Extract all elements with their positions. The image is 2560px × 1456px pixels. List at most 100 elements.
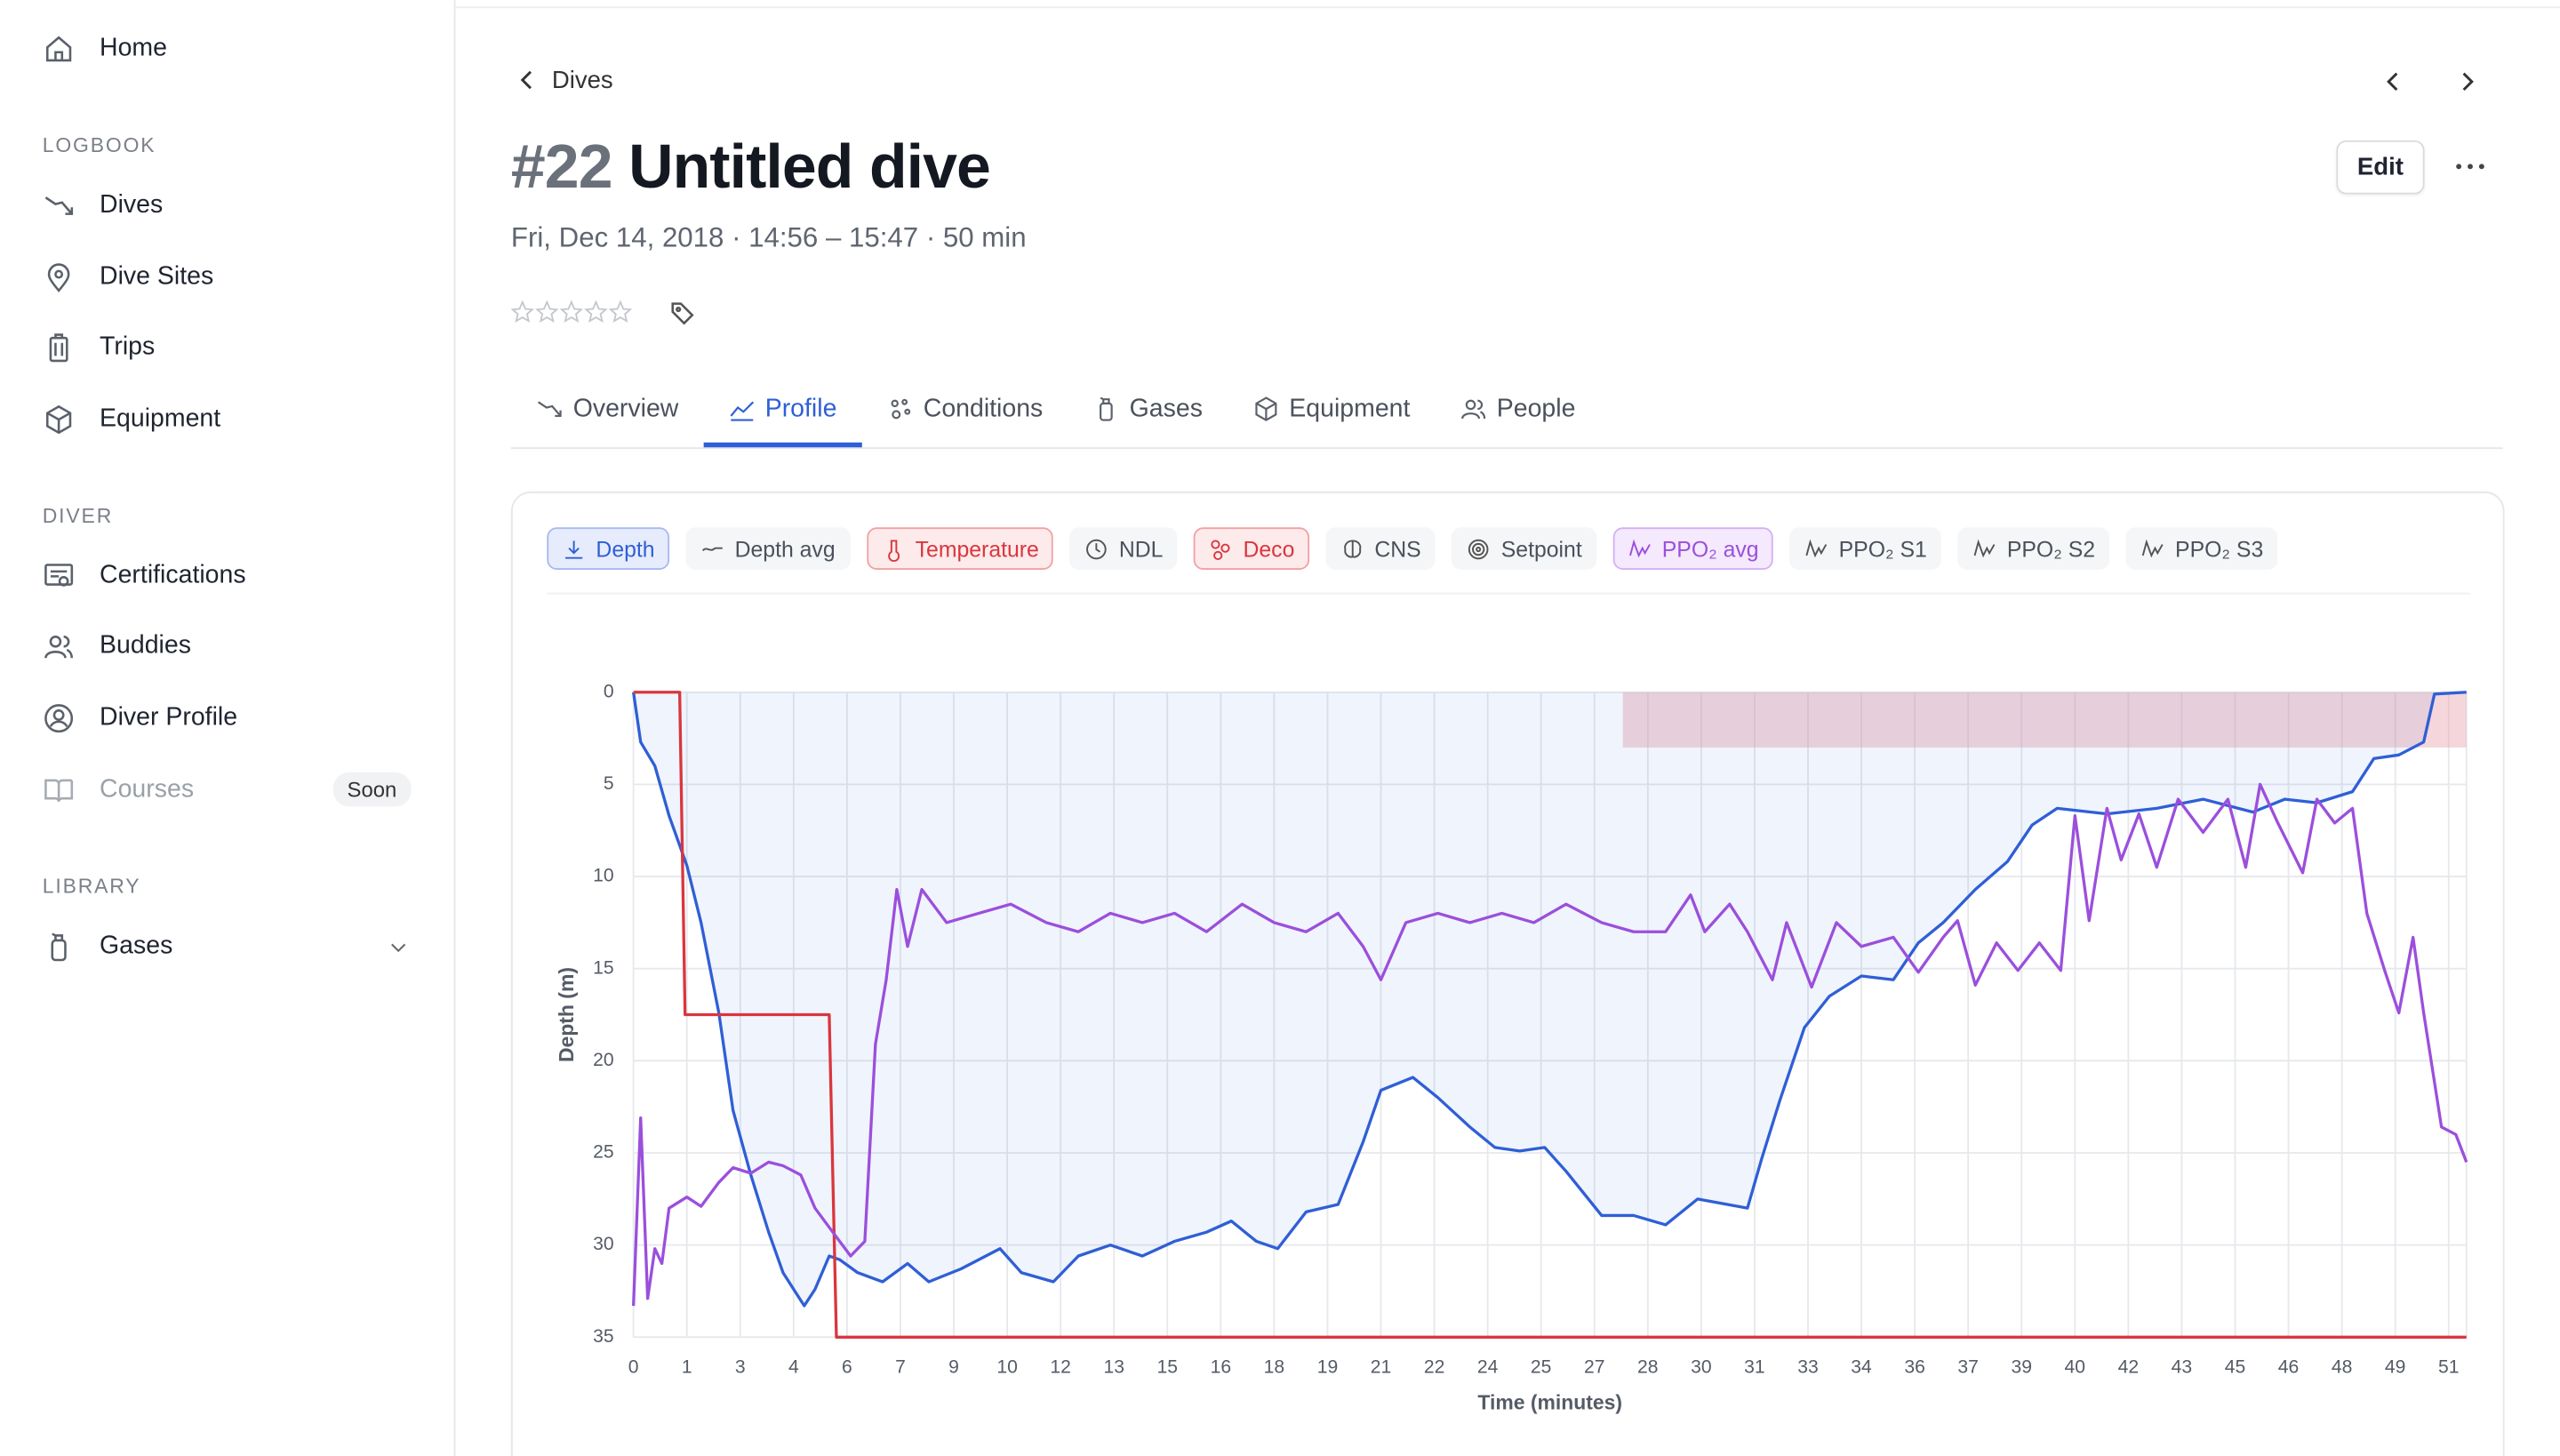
- x-tick-label: 31: [1744, 1357, 1764, 1378]
- icon: [1468, 538, 1490, 559]
- toggle-chip[interactable]: PPO₂ S2: [1957, 527, 2110, 571]
- toggle-chip[interactable]: CNS: [1325, 527, 1436, 571]
- rating[interactable]: [510, 299, 707, 328]
- toggle-chip[interactable]: Temperature: [866, 527, 1054, 571]
- nav-badge: Soon: [332, 772, 412, 807]
- nav-item[interactable]: Dives: [43, 181, 412, 230]
- nav-label: Certifications: [100, 561, 246, 589]
- breadcrumb[interactable]: Dives: [511, 65, 613, 94]
- icon: [702, 546, 723, 551]
- tab-label: Equipment: [1289, 394, 1411, 422]
- nav-item[interactable]: Equipment: [43, 395, 412, 444]
- tab[interactable]: People: [1435, 382, 1600, 436]
- icon: [44, 563, 74, 587]
- more-menu[interactable]: [2452, 154, 2488, 180]
- tab-label: Gases: [1129, 394, 1203, 422]
- y-axis-label: Depth (m): [555, 967, 578, 1062]
- x-tick-label: 43: [2172, 1357, 2192, 1378]
- nav-label: Dive Sites: [100, 261, 214, 291]
- toggle-label: PPO₂ avg: [1661, 536, 1759, 561]
- toggle-chip[interactable]: Setpoint: [1452, 527, 1597, 571]
- series-line: [632, 782, 2468, 1307]
- icon: [47, 262, 70, 292]
- x-tick-label: 48: [2332, 1357, 2352, 1378]
- toggle-label: Deco: [1243, 536, 1295, 561]
- prev-dive[interactable]: [2377, 67, 2406, 96]
- edit-button[interactable]: Edit: [2336, 140, 2425, 195]
- y-tick-label: 30: [593, 1234, 613, 1254]
- x-tick-label: 18: [1264, 1357, 1284, 1378]
- dive-heading: #22 Untitled dive: [510, 133, 991, 204]
- tab-label: Conditions: [923, 394, 1044, 422]
- toggle-chip[interactable]: Deco: [1194, 527, 1309, 571]
- next-dive[interactable]: [2454, 67, 2484, 96]
- toggle-label: NDL: [1118, 536, 1164, 561]
- nav-section-title: LOGBOOK: [42, 133, 156, 157]
- icon: [2142, 538, 2164, 557]
- icon: [44, 636, 74, 660]
- x-tick-label: 46: [2278, 1357, 2299, 1378]
- tab[interactable]: Gases: [1068, 382, 1228, 436]
- nav-item[interactable]: Buddies: [43, 623, 412, 672]
- nav-label: Diver Profile: [100, 703, 238, 732]
- x-tick-label: 12: [1050, 1357, 1070, 1378]
- nav-item[interactable]: Courses Soon: [43, 765, 412, 814]
- toggle-chip[interactable]: PPO₂ S1: [1789, 527, 1942, 571]
- x-tick-label: 37: [1957, 1357, 1978, 1378]
- icon: [44, 196, 74, 215]
- nav-item[interactable]: Gases: [43, 922, 412, 971]
- nav-item[interactable]: Diver Profile: [43, 694, 412, 743]
- icon: [887, 539, 900, 561]
- icon: [729, 401, 754, 421]
- icon: [1212, 539, 1231, 560]
- y-tick-label: 10: [593, 866, 613, 886]
- x-tick-label: 25: [1531, 1357, 1551, 1378]
- y-tick-label: 15: [593, 957, 613, 978]
- depth-area: [633, 692, 2467, 1307]
- x-tick-label: 51: [2438, 1357, 2459, 1378]
- toggle-chip[interactable]: PPO₂ S3: [2125, 527, 2278, 571]
- toggle-chip[interactable]: Depth: [547, 527, 670, 571]
- nav-item[interactable]: Trips: [43, 324, 412, 372]
- nav-item[interactable]: Home: [43, 25, 412, 74]
- tab[interactable]: Overview: [511, 382, 703, 436]
- x-tick-label: 24: [1477, 1357, 1499, 1378]
- nav-item[interactable]: Dive Sites: [43, 252, 412, 301]
- x-tick-label: 1: [682, 1357, 692, 1378]
- tab[interactable]: Equipment: [1228, 382, 1435, 436]
- tab-bar: Overview Profile Conditions Gases Equipment P…: [510, 382, 2503, 450]
- icon: [49, 333, 68, 363]
- x-tick-label: 9: [948, 1357, 959, 1378]
- tab[interactable]: Profile: [702, 382, 861, 447]
- nav-section-title: LIBRARY: [42, 874, 141, 898]
- icon: [391, 942, 406, 952]
- icon: [537, 401, 562, 418]
- tab[interactable]: Conditions: [861, 382, 1068, 436]
- toggle-label: PPO₂ S1: [1838, 536, 1927, 561]
- dive-subtitle: Fri, Dec 14, 2018 · 14:56 – 15:47 · 50 m…: [510, 221, 1027, 253]
- toggle-chip[interactable]: Depth avg: [685, 527, 851, 571]
- x-tick-label: 45: [2225, 1357, 2245, 1378]
- toggle-chip[interactable]: NDL: [1069, 527, 1179, 571]
- x-tick-label: 30: [1691, 1357, 1711, 1378]
- x-tick-label: 28: [1637, 1357, 1658, 1378]
- tab-label: Overview: [572, 394, 679, 422]
- icon: [1974, 538, 1996, 557]
- x-tick-label: 27: [1584, 1357, 1604, 1378]
- x-tick-label: 15: [1157, 1357, 1178, 1378]
- x-tick-label: 36: [1904, 1357, 1924, 1378]
- icon: [1344, 539, 1362, 557]
- toggle-chip[interactable]: PPO₂ avg: [1612, 527, 1774, 571]
- chart-card: [510, 491, 2505, 1456]
- x-tick-label: 19: [1317, 1357, 1338, 1378]
- nav-item[interactable]: Certifications: [43, 551, 412, 600]
- x-tick-label: 3: [735, 1357, 746, 1378]
- dive-number: #22: [510, 133, 613, 203]
- nav-label: Gases: [100, 932, 173, 960]
- toggle-label: CNS: [1374, 536, 1421, 561]
- x-tick-label: 16: [1211, 1357, 1231, 1378]
- y-tick-label: 25: [593, 1142, 613, 1163]
- toggle-label: PPO₂ S3: [2175, 536, 2264, 561]
- x-tick-label: 33: [1797, 1357, 1818, 1378]
